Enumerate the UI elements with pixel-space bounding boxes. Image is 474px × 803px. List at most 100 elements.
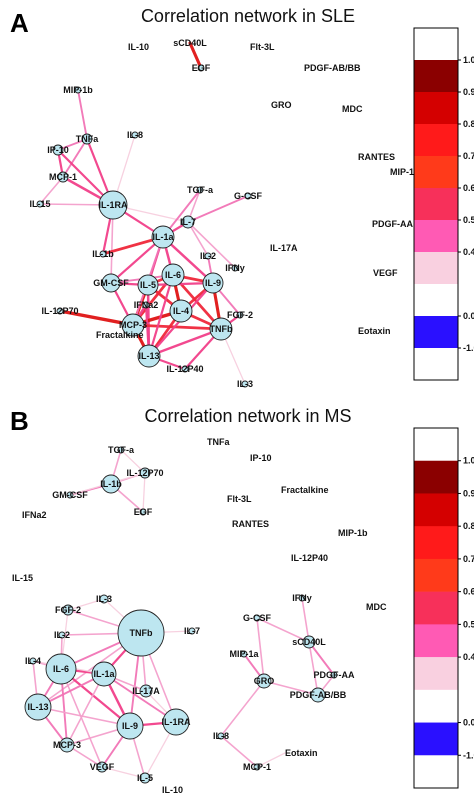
node-label: IFNy bbox=[225, 263, 245, 273]
edge-sCD40L-PDGF-AA bbox=[308, 641, 335, 676]
colorbar-tick-label: 0.7 bbox=[463, 151, 474, 161]
node-circle bbox=[131, 131, 139, 139]
node-circle bbox=[45, 653, 77, 685]
edge-TNFb-IL-13 bbox=[147, 327, 223, 358]
node-circle bbox=[256, 673, 272, 689]
node-label: IL-8 bbox=[213, 731, 229, 741]
node-IP-10: IP-10 bbox=[250, 453, 272, 463]
colorbar-tick-label: 0.5 bbox=[463, 215, 474, 225]
node-label: IL-5 bbox=[140, 280, 156, 290]
node-circle bbox=[139, 772, 151, 784]
node-label: MIP-1b bbox=[63, 85, 93, 95]
node-VEGF: VEGF bbox=[90, 761, 115, 773]
node-label: IFNa2 bbox=[134, 300, 159, 310]
node-label: MCP-1 bbox=[49, 172, 77, 182]
node-circle bbox=[52, 144, 64, 156]
node-circle bbox=[137, 344, 161, 368]
node-TNFb: TNFb bbox=[117, 609, 165, 657]
node-IL-10: IL-10 bbox=[128, 42, 149, 52]
node-label: IL-17A bbox=[132, 686, 160, 696]
node-label: G-CSF bbox=[243, 613, 272, 623]
node-VEGF: VEGF bbox=[373, 268, 398, 278]
node-circle bbox=[181, 215, 195, 229]
node-IL-8: IL-8 bbox=[127, 130, 143, 140]
panel-b-title: Correlation network in MS bbox=[144, 406, 351, 426]
node-label: Flt-3L bbox=[227, 494, 252, 504]
edge-G-CSF-sCD40L bbox=[256, 617, 310, 643]
node-IL-4: IL-4 bbox=[169, 299, 193, 323]
node-IL-12P70: IL-12P70 bbox=[41, 306, 78, 316]
node-circle bbox=[330, 671, 338, 679]
node-label: IL-1b bbox=[100, 479, 122, 489]
node-IL-13: IL-13 bbox=[137, 344, 161, 368]
edge-IL-8-MCP-1 bbox=[220, 735, 258, 768]
node-label: IL-9 bbox=[122, 721, 138, 731]
node-circle bbox=[121, 313, 145, 337]
node-IL-7: IL-7 bbox=[184, 626, 200, 636]
edge-MCP-1-Eotaxin bbox=[256, 752, 286, 768]
panel-a-letter: A bbox=[10, 8, 29, 38]
edge-FGF-2-IL-3 bbox=[67, 598, 105, 611]
panel-a: A Correlation network in SLE sCD40L IL-10… bbox=[10, 6, 474, 389]
node-label: IP-10 bbox=[250, 453, 272, 463]
node-circle bbox=[117, 446, 125, 454]
node-PDGF-AA: PDGF-AA bbox=[314, 670, 355, 680]
node-label: IL-12P70 bbox=[41, 306, 78, 316]
node-IL-3: IL-3 bbox=[237, 379, 253, 389]
edge-sCD40L-PDGF-AB/BB bbox=[308, 641, 319, 696]
node-circle bbox=[117, 609, 165, 657]
node-IL-17A: IL-17A bbox=[132, 684, 160, 698]
edge-GRO-PDGF-AB/BB bbox=[263, 680, 319, 696]
node-circle bbox=[209, 317, 233, 341]
edge-IL-12P70-MCP-3 bbox=[58, 309, 135, 327]
colorbar-band bbox=[414, 28, 458, 61]
node-TNFa: TNFa bbox=[76, 133, 99, 145]
colorbar-tick-label: 0.0 bbox=[463, 311, 474, 321]
colorbar-tick-label: 1.0 bbox=[463, 55, 474, 65]
node-GM-CSF: GM-CSF bbox=[93, 273, 129, 293]
node-label: IL-6 bbox=[53, 664, 69, 674]
node-Eotaxin: Eotaxin bbox=[285, 748, 318, 758]
node-circle bbox=[62, 604, 74, 616]
node-IL-15: IL-15 bbox=[12, 573, 33, 583]
node-G-CSF: G-CSF bbox=[243, 613, 272, 623]
node-circle bbox=[162, 708, 190, 736]
node-label: IFNy bbox=[292, 593, 312, 603]
panel-b-nodes: TGF-a TNFa IL-12P70 IP-10 GM-CSF IL-1b Fractal… bbox=[12, 437, 387, 795]
node-label: MCP-1 bbox=[243, 762, 271, 772]
node-label: GM-CSF bbox=[93, 278, 129, 288]
node-label: IL-12P70 bbox=[126, 468, 163, 478]
node-EGF: EGF bbox=[192, 63, 211, 73]
node-Flt-3L: Flt-3L bbox=[227, 494, 252, 504]
colorbar-band bbox=[414, 755, 458, 789]
panel-b-colorbar: 1.0 0.9 0.8 0.7 0.6 0.5 0.4 0.0 -1.0 bbox=[413, 427, 474, 789]
node-circle bbox=[253, 614, 261, 622]
node-label: RANTES bbox=[358, 152, 395, 162]
node-label: IL-10 bbox=[162, 785, 183, 795]
node-MCP-1: MCP-1 bbox=[49, 171, 77, 183]
node-label: MDC bbox=[366, 602, 387, 612]
colorbar-frame bbox=[413, 27, 459, 381]
colorbar-tick-label: 0.5 bbox=[463, 619, 474, 629]
node-label: IL-4 bbox=[25, 656, 41, 666]
node-Fractalkine: Fractalkine bbox=[281, 485, 329, 495]
node-label: IL-17A bbox=[270, 243, 298, 253]
colorbar-band bbox=[414, 689, 458, 723]
colorbar-band bbox=[414, 220, 458, 253]
node-MIP-1b: MIP-1b bbox=[338, 528, 368, 538]
colorbar-tick-label: 0.4 bbox=[463, 652, 474, 662]
panel-a-title: Correlation network in SLE bbox=[141, 6, 355, 26]
colorbar-band bbox=[414, 558, 458, 592]
node-IL-1a: IL-1a bbox=[151, 225, 174, 249]
node-PDGF-AA: PDGF-AA bbox=[372, 219, 413, 229]
node-circle bbox=[161, 263, 185, 287]
node-IL-12P40: IL-12P40 bbox=[166, 364, 203, 374]
node-circle bbox=[101, 474, 121, 494]
colorbar-band bbox=[414, 591, 458, 625]
node-IL-13: IL-13 bbox=[24, 693, 52, 721]
edge-IL-7-IFNy bbox=[187, 221, 236, 269]
node-IFNy: IFNy bbox=[292, 593, 312, 603]
node-IFNa2: IFNa2 bbox=[22, 510, 47, 520]
colorbar-tick-label: 0.0 bbox=[463, 718, 474, 728]
